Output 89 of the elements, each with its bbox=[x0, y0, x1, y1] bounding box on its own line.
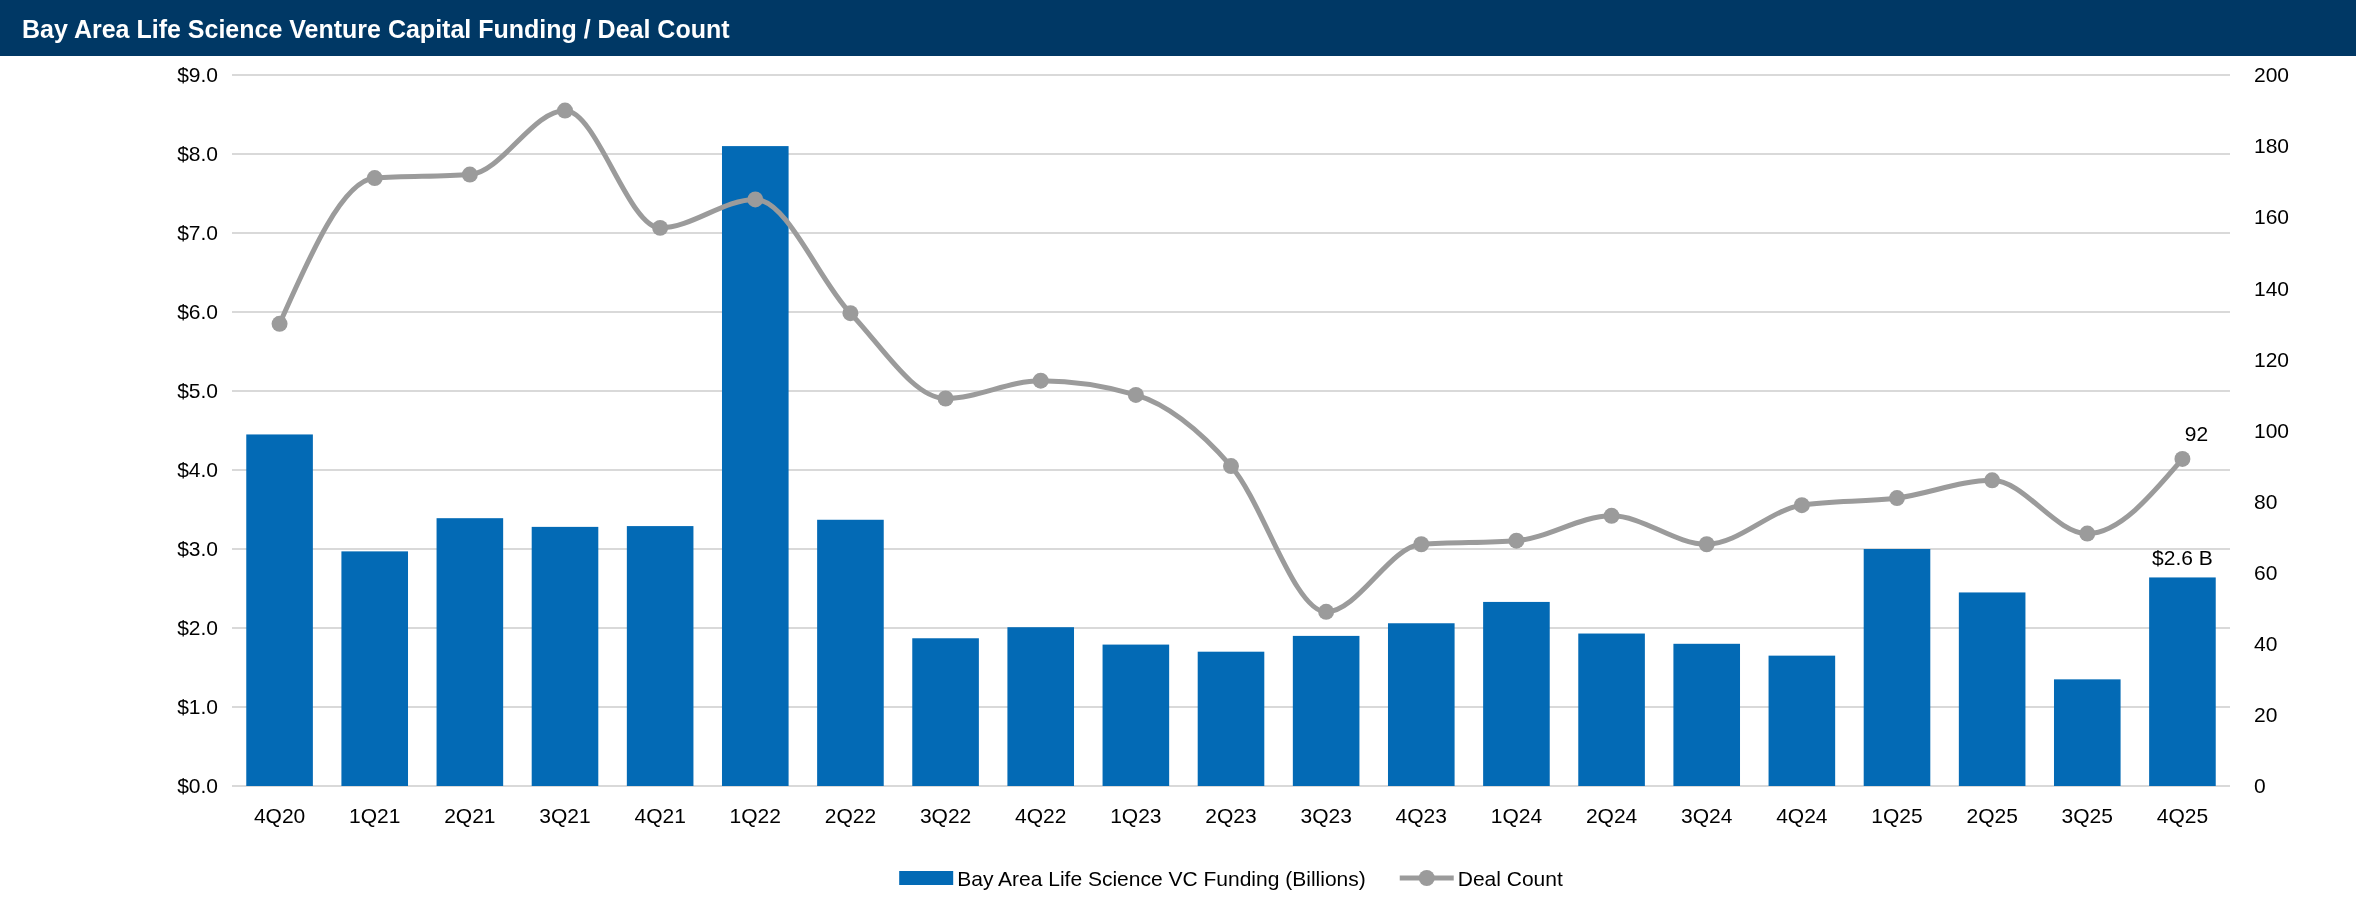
bar bbox=[626, 526, 694, 786]
x-tick-label: 1Q22 bbox=[729, 803, 781, 827]
bar bbox=[531, 526, 599, 786]
x-tick-label: 2Q21 bbox=[444, 803, 496, 827]
bar bbox=[1863, 549, 1931, 786]
point bbox=[1698, 536, 1715, 553]
x-tick-label: 4Q25 bbox=[2156, 803, 2209, 827]
point bbox=[1032, 372, 1049, 389]
y2-tick-label: 180 bbox=[2254, 134, 2290, 158]
y2-tick-label: 0 bbox=[2254, 774, 2266, 798]
y-tick-label: $0.0 bbox=[177, 774, 218, 798]
y-tick-label: $7.0 bbox=[177, 221, 218, 245]
bar bbox=[817, 519, 884, 786]
bar bbox=[2053, 679, 2121, 786]
point bbox=[1603, 507, 1620, 524]
x-tick-label: 3Q24 bbox=[1681, 803, 1733, 827]
x-tick-label: 2Q25 bbox=[1966, 803, 2018, 827]
point bbox=[271, 315, 288, 332]
data-label: 92 bbox=[2184, 421, 2209, 445]
x-tick-label: 4Q22 bbox=[1015, 803, 1067, 827]
x-tick-label: 1Q24 bbox=[1490, 803, 1543, 827]
x-tick-label: 4Q21 bbox=[634, 803, 686, 827]
point bbox=[557, 102, 573, 119]
bar bbox=[1292, 635, 1360, 786]
bar bbox=[1673, 643, 1741, 786]
bar bbox=[1007, 627, 1075, 786]
point bbox=[652, 219, 669, 236]
point bbox=[1413, 536, 1430, 553]
bar bbox=[1768, 655, 1836, 786]
y-tick-label: $8.0 bbox=[177, 142, 218, 166]
y2-tick-label: 60 bbox=[2254, 560, 2278, 584]
point bbox=[1223, 458, 1239, 475]
bar bbox=[1387, 623, 1455, 786]
y-tick-label: $6.0 bbox=[177, 300, 218, 324]
y-tick-label: $4.0 bbox=[177, 458, 218, 482]
point bbox=[1508, 532, 1525, 549]
chart-title: Bay Area Life Science Venture Capital Funding / Deal Count bbox=[22, 15, 731, 43]
point bbox=[366, 170, 383, 187]
bar bbox=[2149, 577, 2216, 786]
point bbox=[461, 166, 478, 183]
bar bbox=[341, 551, 409, 786]
y2-tick-label: 120 bbox=[2254, 347, 2290, 371]
bar bbox=[436, 518, 504, 786]
legend-label: Bay Area Life Science VC Funding (Billions) bbox=[957, 867, 1366, 890]
point bbox=[1318, 603, 1335, 620]
y-tick-label: $3.0 bbox=[177, 537, 218, 561]
point bbox=[842, 305, 859, 322]
bar bbox=[1102, 644, 1170, 786]
y2-tick-label: 100 bbox=[2254, 418, 2290, 442]
y-tick-label: $1.0 bbox=[177, 695, 218, 719]
point bbox=[1984, 472, 2001, 489]
y2-tick-label: 140 bbox=[2254, 276, 2290, 300]
y2-tick-label: 80 bbox=[2254, 489, 2278, 513]
x-tick-label: 4Q23 bbox=[1395, 803, 1447, 827]
x-tick-label: 2Q24 bbox=[1585, 803, 1638, 827]
x-tick-label: 4Q20 bbox=[253, 803, 306, 827]
x-tick-label: 3Q23 bbox=[1300, 803, 1352, 827]
point bbox=[747, 191, 764, 208]
x-tick-label: 3Q21 bbox=[539, 803, 591, 827]
x-tick-label: 4Q24 bbox=[1776, 803, 1828, 827]
x-tick-label: 2Q23 bbox=[1205, 803, 1257, 827]
x-tick-label: 1Q23 bbox=[1110, 803, 1162, 827]
x-tick-label: 2Q22 bbox=[824, 803, 877, 827]
y2-tick-label: 200 bbox=[2254, 63, 2290, 87]
point bbox=[1889, 490, 1905, 507]
point bbox=[1127, 386, 1144, 403]
bar bbox=[246, 434, 313, 786]
bar bbox=[721, 146, 789, 786]
y2-tick-label: 20 bbox=[2254, 703, 2278, 727]
bar bbox=[1578, 633, 1645, 786]
x-tick-label: 1Q25 bbox=[1871, 803, 1923, 827]
x-tick-label: 3Q22 bbox=[919, 803, 972, 827]
bar bbox=[912, 638, 979, 786]
y2-tick-label: 160 bbox=[2254, 205, 2290, 229]
bar bbox=[1483, 601, 1550, 786]
x-tick-label: 3Q25 bbox=[2061, 803, 2113, 827]
point bbox=[2174, 450, 2191, 467]
bar bbox=[1958, 592, 2026, 786]
data-label: $2.6 B bbox=[2152, 546, 2213, 570]
y2-tick-label: 40 bbox=[2254, 632, 2278, 656]
point bbox=[937, 390, 954, 407]
x-tick-label: 1Q21 bbox=[349, 803, 401, 827]
y-tick-label: $2.0 bbox=[177, 616, 218, 640]
y-tick-label: $9.0 bbox=[177, 63, 218, 87]
point bbox=[1793, 497, 1810, 514]
y-tick-label: $5.0 bbox=[177, 379, 218, 403]
point bbox=[2079, 525, 2096, 542]
legend-label: Deal Count bbox=[1457, 867, 1563, 890]
bar bbox=[1197, 651, 1265, 786]
